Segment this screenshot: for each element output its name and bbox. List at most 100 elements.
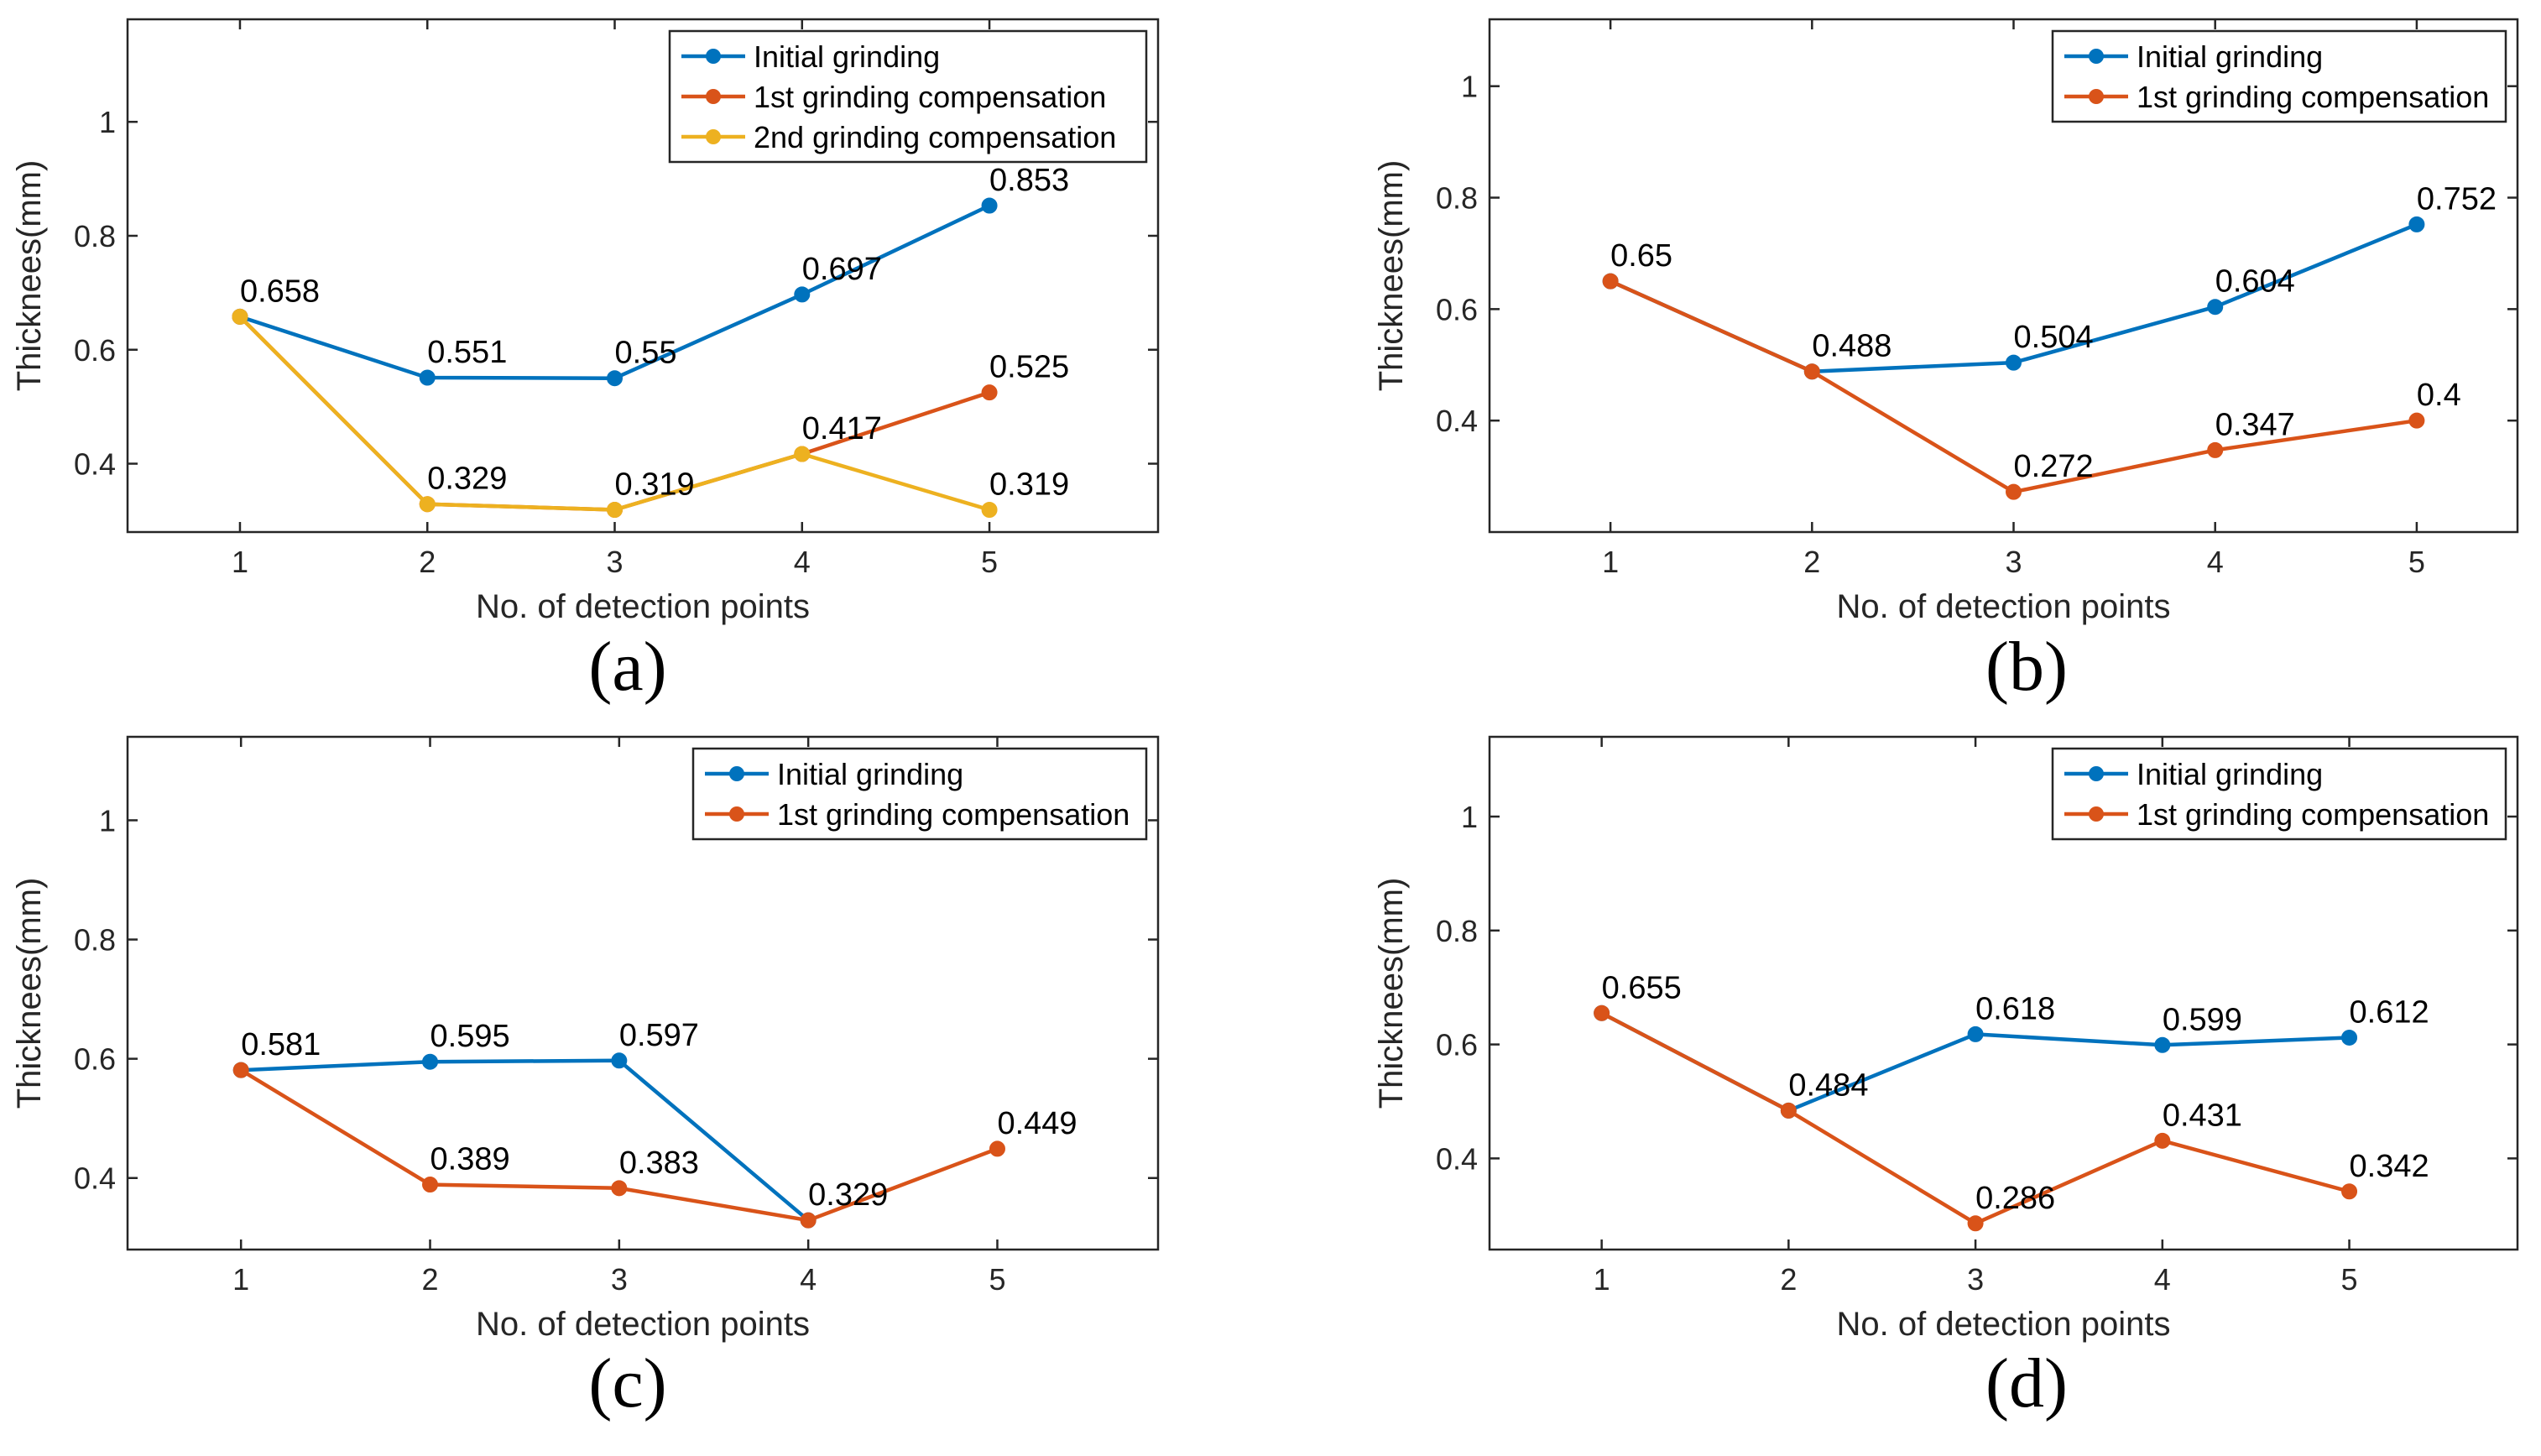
y-tick-label: 0.6 [1436,292,1478,326]
data-label: 0.595 [430,1019,510,1054]
data-point [1967,1025,1984,1042]
legend-box [668,29,1148,164]
y-tick-label: 1 [99,803,116,838]
legend-box [2051,747,2507,841]
data-point [794,286,811,303]
x-axis-label: No. of detection points [476,588,810,625]
data-point [607,370,624,387]
data-label: 0.383 [619,1145,699,1181]
data-point [2006,354,2022,371]
x-tick-label: 2 [1780,1262,1797,1297]
data-point [607,502,624,519]
legend-swatch-marker [2089,49,2104,64]
legend: Initial grinding 1st grinding compensatio… [2051,747,2507,841]
data-point [989,1140,1005,1157]
data-label: 0.697 [802,252,882,287]
y-tick-label: 0.8 [1436,181,1478,216]
data-point [2207,299,2224,316]
chart-panel-b: 1 2 3 4 5 0.4 0.6 0.8 1 No. of detection points Th… [1373,18,2519,706]
data-label: 0.65 [1610,238,1672,274]
x-tick-label: 3 [1967,1262,1984,1297]
y-axis-label: Thicknees(mm) [11,160,48,392]
data-label: 0.417 [802,411,882,446]
data-point [422,1053,439,1070]
data-point [1594,1005,1610,1021]
y-tick-label: 0.6 [1436,1028,1478,1062]
data-label: 0.319 [615,467,695,503]
panel-caption: (a) [588,628,666,706]
x-tick-label: 3 [611,1262,628,1297]
y-axis-label: Thicknees(mm) [1373,160,1410,392]
x-tick-label: 4 [794,545,811,579]
x-tick-label: 1 [232,545,248,579]
y-tick-label: 0.4 [74,1161,116,1196]
legend-swatch-marker [2089,806,2104,822]
legend-swatch-marker [706,129,721,144]
y-tick-label: 0.8 [74,923,116,958]
data-label: 0.347 [2215,407,2295,442]
data-point [2408,216,2425,232]
data-point [419,496,436,513]
data-label: 0.484 [1788,1067,1868,1103]
data-label: 0.449 [997,1106,1077,1141]
chart-panel-a: 1 2 3 4 5 0.4 0.6 0.8 1 No. of detection points Th… [11,18,1160,706]
data-point [1780,1102,1797,1119]
data-label: 0.581 [241,1027,321,1062]
legend-entry: 2nd grinding compensation [754,120,1116,154]
legend-entry: Initial grinding [2137,757,2323,791]
x-tick-label: 2 [421,1262,438,1297]
data-point [2408,412,2425,429]
data-point [1803,363,1820,380]
y-axis-label: Thicknees(mm) [11,878,48,1109]
data-point [2341,1029,2358,1046]
y-tick-label: 0.4 [1436,1141,1478,1176]
panel-caption: (c) [588,1344,666,1422]
x-tick-label: 1 [1602,545,1619,579]
data-point [1967,1215,1984,1232]
legend-swatch-marker [729,806,744,822]
x-tick-label: 2 [419,545,436,579]
x-axis-label: No. of detection points [1836,1306,2170,1343]
data-label: 0.618 [1975,991,2055,1026]
legend-entry: 1st grinding compensation [754,80,1106,114]
legend-entry: 1st grinding compensation [777,797,1130,832]
x-tick-label: 4 [2154,1262,2171,1297]
data-label: 0.4 [2417,378,2461,413]
legend-entry: Initial grinding [2137,39,2323,74]
data-label: 0.853 [989,163,1069,198]
data-point [2154,1132,2171,1149]
series-line-1 [241,1058,810,1222]
data-label: 0.525 [989,350,1069,385]
data-point [1602,273,1619,290]
x-axis-label: No. of detection points [1836,588,2170,625]
y-tick-label: 0.4 [1436,404,1478,438]
data-label: 0.597 [619,1018,699,1053]
chart-panel-d: 1 2 3 4 5 0.4 0.6 0.8 1 No. of detection points Th… [1373,735,2519,1422]
x-tick-label: 3 [606,545,623,579]
x-tick-label: 1 [232,1262,249,1297]
legend-entry: Initial grinding [777,757,963,791]
data-point [981,502,998,519]
chart-panel-c: 1 2 3 4 5 0.4 0.6 0.8 1 No. of detection points Th… [11,735,1160,1422]
y-tick-label: 0.6 [74,333,116,368]
legend-entry: Initial grinding [754,39,940,74]
data-label: 0.272 [2014,449,2094,484]
x-tick-label: 5 [981,545,998,579]
x-axis-label: No. of detection points [476,1306,810,1343]
data-label: 0.599 [2163,1002,2242,1037]
data-label: 0.612 [2350,994,2429,1030]
data-label: 0.658 [240,274,320,309]
data-label: 0.655 [1602,970,1682,1005]
data-label: 0.504 [2014,320,2094,355]
data-label: 0.342 [2350,1149,2429,1184]
y-tick-label: 0.4 [74,447,116,482]
data-point [232,308,248,325]
data-point [981,197,998,214]
data-point [981,384,998,401]
legend-box [2051,29,2507,123]
data-point [2341,1183,2358,1200]
data-label: 0.389 [430,1142,510,1177]
data-label: 0.55 [615,336,677,371]
data-point [419,369,436,386]
